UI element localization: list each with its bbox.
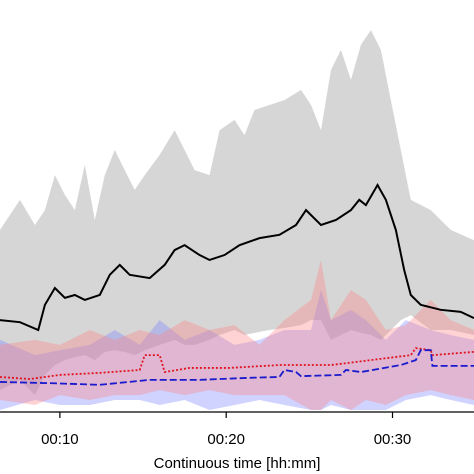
line [0,349,474,386]
band [0,30,474,396]
x-axis-label: Continuous time [hh:mm] [154,455,321,472]
line [0,182,474,332]
plot-area [0,30,474,410]
band [0,259,474,410]
band [0,290,474,410]
x-tick-label: 00:10 [41,431,79,448]
line [0,347,474,380]
x-tick-label: 00:30 [374,431,412,448]
x-tick-label: 00:20 [207,431,245,448]
